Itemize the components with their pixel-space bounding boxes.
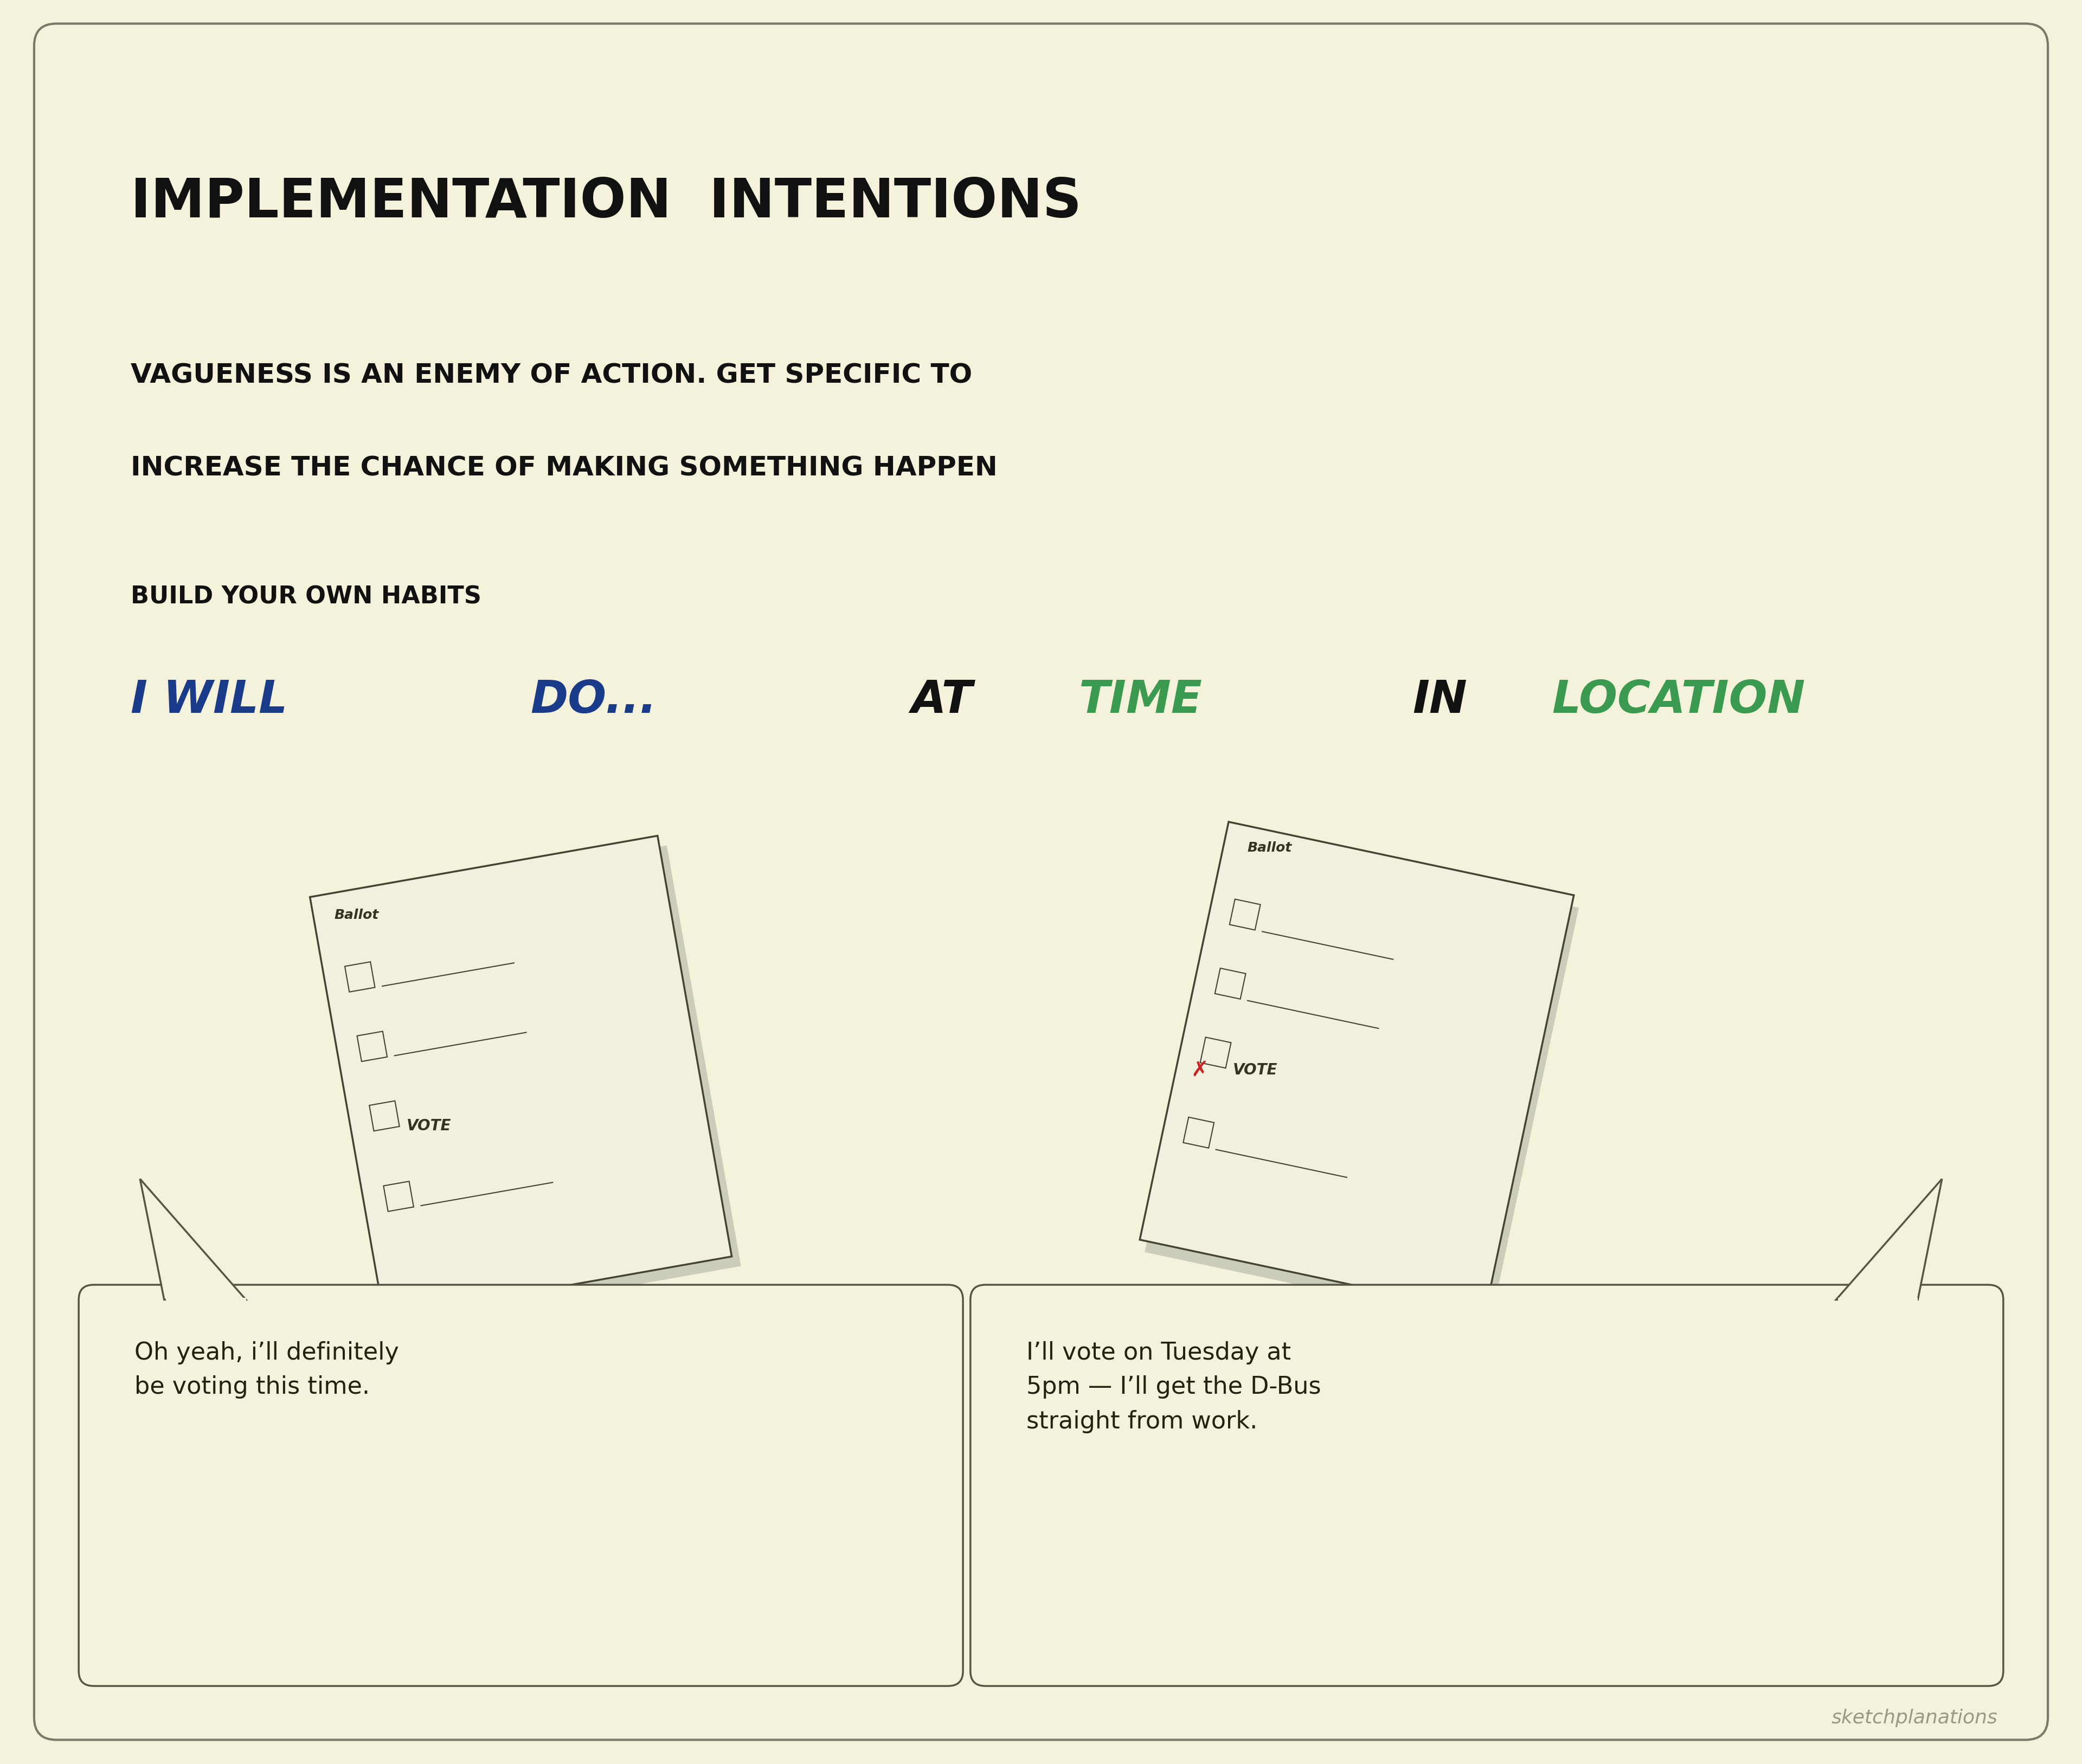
Text: I’ll vote on Tuesday at
5pm — I’ll get the D-Bus
straight from work.: I’ll vote on Tuesday at 5pm — I’ll get t… — [1026, 1341, 1320, 1432]
Text: VOTE: VOTE — [1233, 1062, 1278, 1078]
Text: TIME: TIME — [1078, 677, 1201, 721]
Text: BUILD YOUR OWN HABITS: BUILD YOUR OWN HABITS — [131, 586, 481, 609]
FancyBboxPatch shape — [310, 836, 731, 1318]
Text: Ballot: Ballot — [1247, 841, 1293, 854]
FancyBboxPatch shape — [1139, 822, 1574, 1312]
Bar — [167, 1298, 246, 1312]
Text: Oh yeah, i’ll definitely
be voting this time.: Oh yeah, i’ll definitely be voting this … — [135, 1341, 400, 1399]
Bar — [1838, 1298, 1918, 1312]
Text: IN: IN — [1412, 677, 1468, 721]
Polygon shape — [139, 1178, 246, 1300]
Text: INCREASE THE CHANCE OF MAKING SOMETHING HAPPEN: INCREASE THE CHANCE OF MAKING SOMETHING … — [131, 455, 997, 482]
Polygon shape — [1836, 1178, 1943, 1300]
FancyBboxPatch shape — [319, 845, 741, 1328]
Text: LOCATION: LOCATION — [1551, 677, 1805, 721]
FancyBboxPatch shape — [33, 25, 2049, 1739]
Text: I WILL: I WILL — [131, 677, 287, 721]
FancyBboxPatch shape — [79, 1284, 964, 1686]
Text: IMPLEMENTATION  INTENTIONS: IMPLEMENTATION INTENTIONS — [131, 176, 1083, 229]
Text: VOTE: VOTE — [406, 1118, 452, 1132]
Text: DO...: DO... — [531, 677, 656, 721]
Text: VAGUENESS IS AN ENEMY OF ACTION. GET SPECIFIC TO: VAGUENESS IS AN ENEMY OF ACTION. GET SPE… — [131, 362, 972, 388]
Text: sketchplanations: sketchplanations — [1832, 1709, 1999, 1727]
Text: ✗: ✗ — [1191, 1060, 1208, 1080]
FancyBboxPatch shape — [970, 1284, 2003, 1686]
Text: AT: AT — [912, 677, 972, 721]
FancyBboxPatch shape — [1145, 834, 1578, 1327]
Text: Ballot: Ballot — [335, 908, 379, 921]
